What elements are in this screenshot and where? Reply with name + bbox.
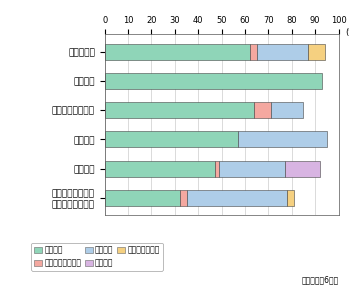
Text: (%): (%) [346, 28, 349, 37]
Bar [285, 160, 320, 177]
Bar [105, 44, 250, 60]
Bar [238, 131, 327, 148]
Bar [287, 190, 294, 206]
Bar [250, 44, 257, 60]
Bar [186, 190, 287, 206]
Bar [105, 73, 322, 89]
Bar [105, 190, 179, 206]
Bar [105, 160, 215, 177]
Legend: 日本企業, アジア太平洋企業, 北米企業, 西欧企業, その他地域企業: 日本企業, アジア太平洋企業, 北米企業, 西欧企業, その他地域企業 [31, 243, 163, 271]
Bar [105, 102, 254, 118]
Bar [308, 44, 325, 60]
Bar [215, 160, 219, 177]
Bar [219, 160, 285, 177]
Text: 出典は付注6参照: 出典は付注6参照 [301, 275, 339, 284]
Bar [105, 131, 238, 148]
Bar [257, 44, 308, 60]
Bar [271, 102, 303, 118]
Bar [254, 102, 271, 118]
Bar [179, 190, 186, 206]
